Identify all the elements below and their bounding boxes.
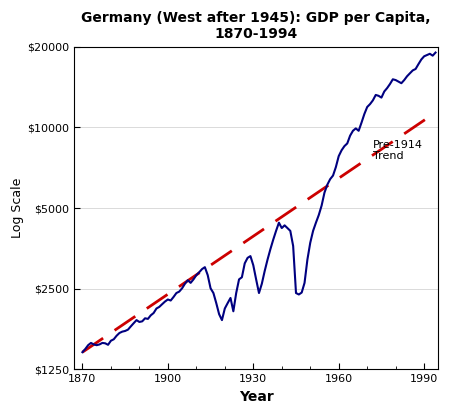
X-axis label: Year: Year <box>239 390 274 404</box>
Y-axis label: Log Scale: Log Scale <box>11 178 24 238</box>
Title: Germany (West after 1945): GDP per Capita,
1870-1994: Germany (West after 1945): GDP per Capit… <box>81 11 431 42</box>
Text: Pre-1914
Trend: Pre-1914 Trend <box>373 140 423 161</box>
